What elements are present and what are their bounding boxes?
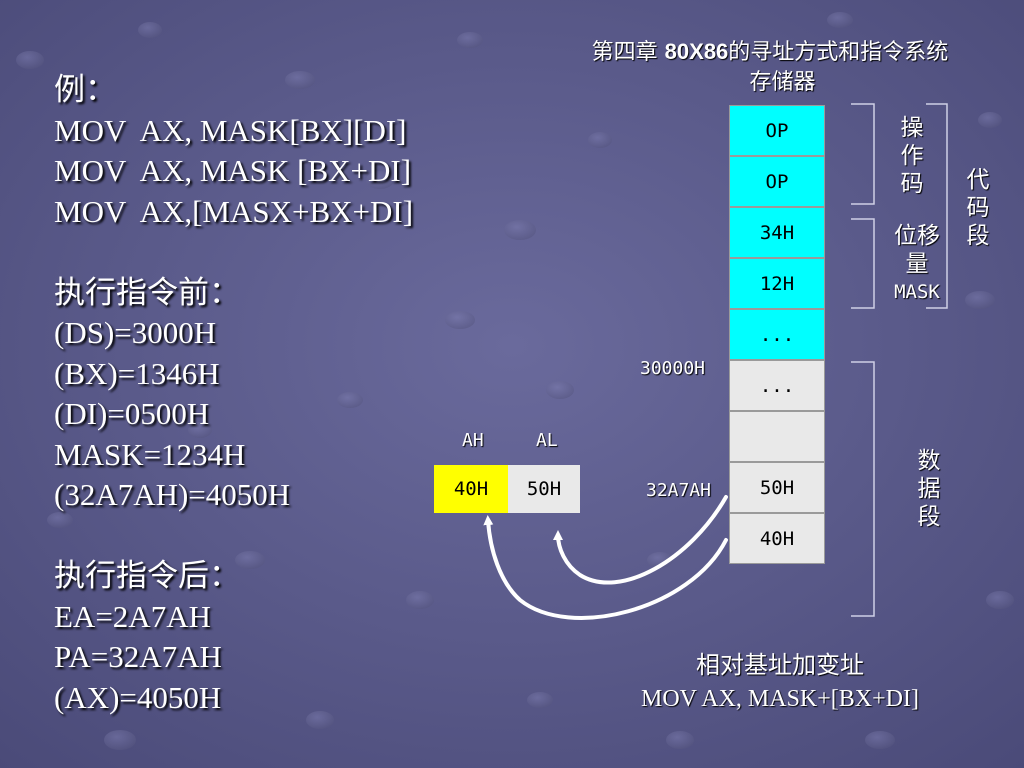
example-line: (AX)=4050H [54,679,222,715]
displacement-label: 位移 量 MASK [885,222,949,306]
memory-cell-empty [729,411,825,462]
arrow-50h-to-al [553,495,728,585]
code-segment-char: 段 [966,223,990,249]
example-line: MASK=1234H [54,436,246,472]
memory-cell-opcode-2: OP [729,156,825,207]
example-line: (BX)=1346H [54,355,220,391]
memory-cell-32a7b: 40H [729,513,825,564]
address-label-30000h: 30000H [640,358,706,379]
displacement-line: 量 [905,251,929,277]
example-line: EA=2A7AH [54,598,211,634]
memory-cell-data-ellipsis: ... [729,360,825,411]
caption-title: 相对基址加变址 [696,651,864,679]
example-line: MOV AX,[MASX+BX+DI] [54,193,414,229]
example-line: 执行指令后： [54,558,240,593]
caption: 相对基址加变址 MOV AX, MASK+[BX+DI] [590,648,970,716]
register-al-label: AL [536,430,558,451]
displacement-line: MASK [894,281,940,303]
data-segment-label: 数 据 段 [906,447,952,531]
example-text-block: 例： MOV AX, MASK[BX][DI] MOV AX, MASK [BX… [54,70,413,718]
displacement-line: 位移 [894,223,940,249]
opcode-char: 操 [900,115,924,141]
arrow-40h-to-ah [483,515,728,620]
register-al: 50H [508,465,580,513]
memory-title: 存储器 [749,70,816,95]
example-line: PA=32A7AH [54,639,222,674]
address-label-32a7ah: 32A7AH [646,480,712,501]
opcode-char: 作 [900,143,924,169]
example-line: MOV AX, MASK[BX][DI] [54,112,407,148]
data-segment-char: 段 [917,504,941,530]
opcode-char: 码 [900,171,924,197]
data-segment-char: 据 [917,476,941,502]
memory-cell-code-ellipsis: ... [729,309,825,360]
memory-cell-32a7a: 50H [729,462,825,513]
chapter-title: 第四章 80X86的寻址方式和指令系统 [540,34,1000,66]
chapter-rest: 的寻址方式和指令系统 [728,40,949,65]
register-ah: 40H [434,465,508,513]
caption-instruction: MOV AX, MASK+[BX+DI] [641,686,919,712]
example-line: (32A7AH)=4050H [54,477,291,512]
example-line: 例： [54,72,116,107]
memory-cell-disp-low: 34H [729,207,825,258]
chapter-bold: 80X86 [664,39,729,64]
code-segment-char: 代 [966,167,990,193]
example-line: 执行指令前： [54,274,240,310]
example-line: (DS)=3000H [54,315,217,350]
memory-cell-disp-high: 12H [729,258,825,309]
code-segment-label: 代 码 段 [955,166,1001,250]
example-line: (DI)=0500H [54,396,210,431]
example-line: MOV AX, MASK [BX+DI] [54,153,412,188]
opcode-label: 操 作 码 [887,114,937,198]
code-segment-char: 码 [966,195,990,221]
register-ah-label: AH [462,430,484,451]
chapter-prefix: 第四章 [591,40,665,65]
memory-cell-opcode-1: OP [729,105,825,156]
data-segment-char: 数 [917,448,941,474]
